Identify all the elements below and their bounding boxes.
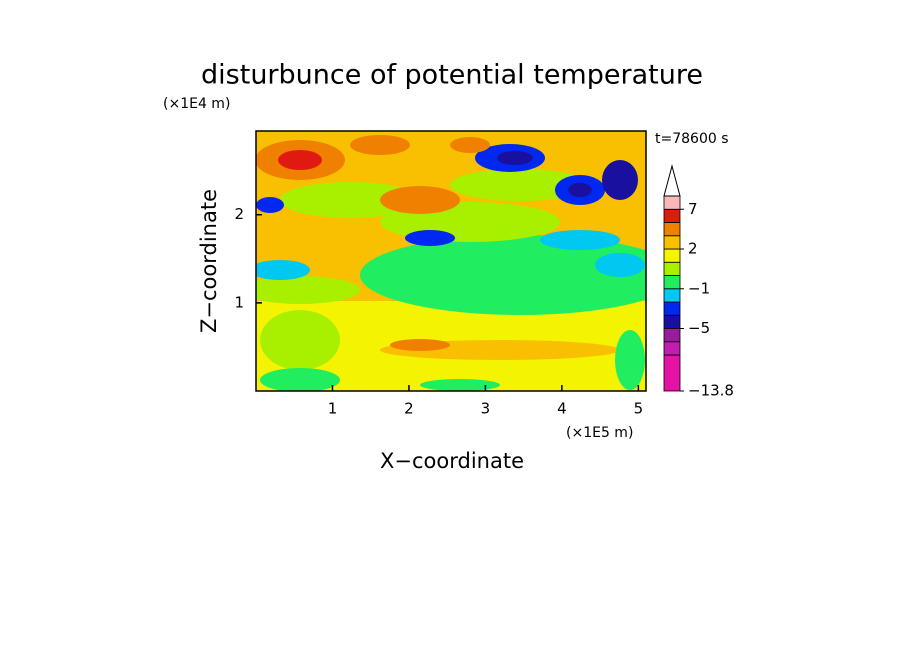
x-tick-label: 2 (404, 400, 414, 418)
colorbar-tick-label: 7 (688, 200, 698, 218)
y-tick-label: 2 (234, 205, 244, 223)
colorbar-segment (663, 354, 681, 392)
x-unit: (×1E5 m) (566, 425, 633, 441)
field-region (280, 182, 420, 218)
colorbar-segment (663, 314, 681, 329)
field-region (615, 330, 645, 390)
field-region (360, 235, 646, 315)
field-region (260, 368, 340, 391)
field-region (350, 135, 410, 155)
field-region (450, 169, 590, 201)
colorbar-segment (663, 261, 681, 276)
plot-frame (255, 130, 647, 392)
field-region (540, 230, 620, 250)
field-region (405, 230, 455, 246)
field-region (260, 310, 340, 370)
y-tick-label: 1 (234, 293, 244, 311)
field-region (380, 186, 460, 214)
time-annotation: t=78600 s (655, 131, 729, 147)
field-region (602, 160, 638, 200)
colorbar-segment (663, 208, 681, 223)
x-tick-label: 1 (328, 400, 338, 418)
field-region (568, 183, 592, 197)
field-region (256, 276, 360, 304)
contour-field (256, 131, 646, 391)
colorbar-tick-label: −13.8 (688, 382, 734, 400)
field-region (450, 137, 490, 153)
colorbar-segment (663, 275, 681, 290)
y-unit: (×1E4 m) (163, 96, 230, 112)
x-axis-label: X−coordinate (380, 449, 524, 473)
field-region (497, 151, 533, 165)
colorbar-tick-label: −5 (688, 319, 710, 337)
x-tick-label: 3 (481, 400, 491, 418)
colorbar-segment (663, 235, 681, 250)
x-tick-label: 4 (557, 400, 567, 418)
colorbar-segment (663, 248, 681, 263)
field-region (256, 260, 310, 280)
field-region (420, 379, 500, 391)
colorbar-extension (663, 164, 681, 197)
x-tick-label: 5 (634, 400, 644, 418)
field-region (595, 253, 645, 277)
field-region (390, 339, 450, 351)
colorbar-segment (663, 301, 681, 316)
colorbar-segment (663, 222, 681, 237)
field-region (278, 150, 322, 170)
colorbar-segment (663, 288, 681, 303)
y-axis-label: Z−coordinate (197, 189, 221, 333)
colorbar-tick-label: 2 (688, 240, 698, 258)
chart-title: disturbunce of potential temperature (201, 60, 703, 91)
colorbar-segment (663, 341, 681, 356)
colorbar-segment (663, 328, 681, 343)
field-region (256, 197, 284, 213)
colorbar-segment (663, 195, 681, 210)
colorbar-tick-label: −1 (688, 279, 710, 297)
